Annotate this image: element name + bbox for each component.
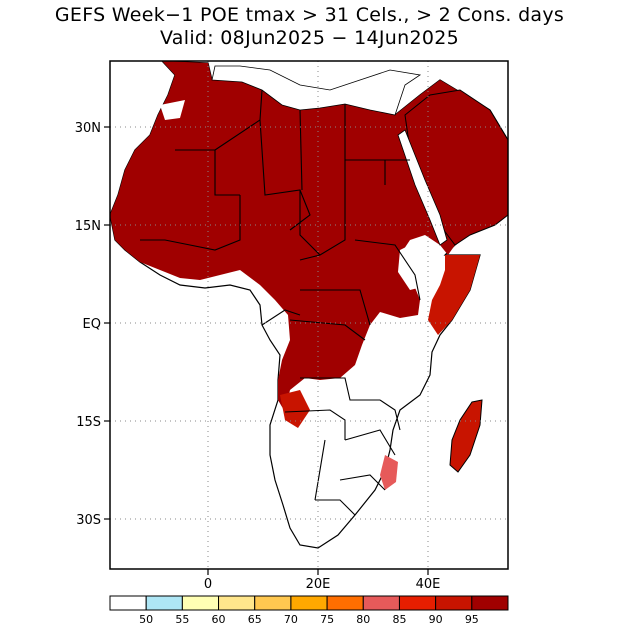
lat-label-30s: 30S: [76, 513, 101, 528]
colorbar-label: 55: [175, 613, 189, 626]
colorbar-swatch: [326, 595, 364, 611]
map-title: GEFS Week−1 POE tmax > 31 Cels., > 2 Con…: [54, 4, 565, 26]
colorbar-swatch: [290, 595, 328, 611]
colorbar-swatch: [362, 595, 400, 611]
red-sea: [397, 129, 448, 246]
low-poe-gap-ethiopia: [398, 240, 440, 290]
colorbar-label: 70: [284, 613, 298, 626]
lat-label-15n: 15N: [75, 219, 101, 234]
colorbar-label: 50: [139, 613, 153, 626]
lat-label-15s: 15S: [76, 415, 101, 430]
colorbar-swatch: [109, 595, 147, 611]
madagascar: [449, 399, 483, 473]
colorbar-swatch: [254, 595, 292, 611]
low-poe-gap-sahara-coast: [160, 100, 185, 120]
colorbar-label: 90: [429, 613, 443, 626]
poe-90-mozambique: [380, 455, 398, 490]
colorbar-swatch: [218, 595, 256, 611]
poe-95-east-africa: [428, 255, 480, 335]
colorbar-label: 75: [320, 613, 334, 626]
valid-date-subtitle: Valid: 08Jun2025 − 14Jun2025: [159, 27, 460, 49]
lat-label-30n: 30N: [75, 121, 101, 136]
colorbar-label: 80: [356, 613, 370, 626]
lon-label-0: 0: [204, 577, 212, 592]
map-frame: [109, 60, 509, 570]
poe-95-south-angola: [280, 390, 310, 428]
colorbar: 50 55 60 65 70 75 80 85 90 95: [109, 595, 509, 626]
lat-axis: [104, 126, 110, 520]
colorbar-swatch: [181, 595, 220, 611]
lat-label-eq: EQ: [83, 317, 101, 332]
colorbar-swatch: [398, 595, 437, 611]
colorbar-label: 60: [212, 613, 226, 626]
lon-label-20e: 20E: [306, 577, 331, 592]
lon-label-40e: 40E: [416, 577, 441, 592]
colorbar-label: 65: [248, 613, 262, 626]
colorbar-label: 85: [392, 613, 406, 626]
colorbar-swatch: [435, 595, 473, 611]
colorbar-label: 95: [465, 613, 479, 626]
lon-axis: [207, 569, 429, 575]
mediterranean-sea: [211, 65, 422, 116]
colorbar-swatch: [471, 595, 509, 611]
colorbar-swatch: [145, 595, 183, 611]
country-borders: [140, 89, 421, 516]
map-content: [110, 61, 508, 569]
